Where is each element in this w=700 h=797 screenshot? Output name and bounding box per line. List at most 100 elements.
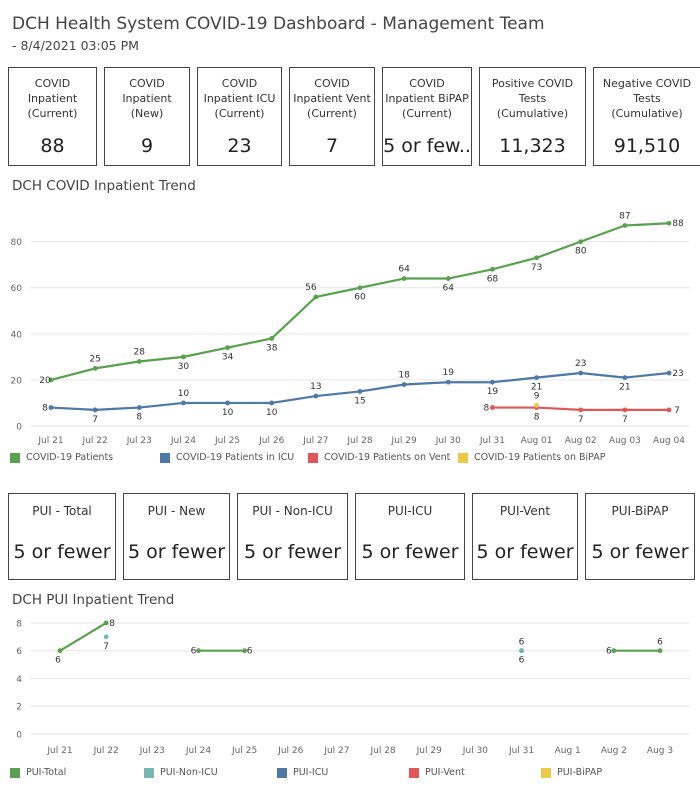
kpi-positive-tests[interactable]: Positive COVID Tests (Cumulative) 11,323 [479,67,586,166]
legend-item[interactable]: PUI-Non-ICU [144,767,218,778]
x-tick-label: Jul 31 [479,436,505,446]
kpi-negative-tests[interactable]: Negative COVID Tests (Cumulative) 91,510 [593,67,700,166]
legend-swatch [144,767,154,778]
x-tick-label: Jul 29 [391,436,417,446]
kpi-value: 5 or fewer [361,541,459,563]
data-label: 9 [534,391,540,401]
legend-label: PUI-BiPAP [557,767,603,778]
pui-trend-legend: PUI-Total PUI-Non-ICU PUI-ICU PUI-Vent P… [10,767,690,781]
data-label: 64 [398,265,410,275]
kpi-pui-total[interactable]: PUI - Total 5 or fewer [8,493,116,580]
kpi-value: 5 or few.. [383,135,471,157]
kpi-pui-icu[interactable]: PUI-ICU 5 or fewer [355,493,465,580]
data-point [269,400,275,406]
x-tick-label: Aug 02 [565,436,597,446]
data-label: 7 [578,415,584,425]
covid-kpi-row: COVID Inpatient (Current) 88 COVID Inpat… [8,67,700,166]
kpi-value: 11,323 [499,135,566,157]
data-point [534,375,539,381]
data-point [103,634,109,640]
legend-item[interactable]: COVID-19 Patients [10,452,113,463]
legend-swatch [541,767,551,778]
data-label: 87 [619,212,630,222]
data-point [92,407,98,413]
data-point [622,223,628,228]
x-tick-label: Jul 25 [214,436,240,446]
x-tick-label: Jul 26 [258,436,284,446]
inpatient-trend-chart[interactable]: 0 20 40 60 80 Jul 21 Jul 22 Jul 23 Jul 24 Jul 25 J… [0,198,700,448]
x-tick-label: Jul 26 [277,746,303,756]
y-tick-label: 20 [11,376,23,386]
data-point [401,276,407,281]
kpi-value: 23 [227,135,252,157]
data-label: 8 [109,619,115,629]
legend-item[interactable]: PUI-Total [10,767,66,778]
data-point [534,255,539,261]
kpi-inpatient-vent[interactable]: COVID Inpatient Vent (Current) 7 [289,67,375,166]
legend-item[interactable]: COVID-19 Patients in ICU [160,452,294,463]
page-title: DCH Health System COVID-19 Dashboard - M… [12,14,545,34]
data-label: 6 [657,638,663,648]
data-label: 64 [443,284,455,294]
x-tick-label: Aug 03 [609,436,641,446]
data-point [578,239,584,245]
x-tick-label: Jul 25 [231,746,257,756]
kpi-pui-new[interactable]: PUI - New 5 or fewer [123,493,230,580]
x-tick-label: Jul 30 [462,746,488,756]
data-point [225,400,230,406]
kpi-label: Negative COVID Tests (Cumulative) [602,77,692,120]
kpi-pui-bipap[interactable]: PUI-BiPAP 5 or fewer [585,493,695,580]
x-tick-label: Aug 01 [521,436,553,446]
legend-swatch [10,452,20,463]
data-point [666,220,672,226]
data-point [103,620,109,626]
x-tick-label: Jul 23 [139,746,165,756]
data-point [242,648,248,654]
legend-label: COVID-19 Patients in ICU [176,452,295,463]
data-label: 20 [39,376,51,386]
legend-item[interactable]: PUI-BiPAP [541,767,602,778]
legend-swatch [277,767,287,778]
legend-item[interactable]: COVID-19 Patients on Vent [308,452,450,463]
kpi-label: PUI - Non-ICU [252,504,333,518]
data-point [657,648,663,654]
data-label: 7 [103,642,109,652]
pui-trend-title: DCH PUI Inpatient Trend [12,592,175,608]
kpi-inpatient-icu[interactable]: COVID Inpatient ICU (Current) 23 [197,67,282,166]
kpi-value: 5 or fewer [243,541,342,563]
data-point [225,345,230,351]
kpi-inpatient-current[interactable]: COVID Inpatient (Current) 88 [8,67,97,166]
kpi-label: PUI-ICU [387,504,433,518]
data-label: 10 [178,389,190,399]
y-tick-label: 40 [11,330,23,340]
data-label: 23 [672,369,683,379]
data-point [666,370,672,376]
data-label: 6 [519,638,525,648]
kpi-pui-non-icu[interactable]: PUI - Non-ICU 5 or fewer [237,493,348,580]
data-point [611,648,617,654]
data-point [48,377,54,383]
pui-trend-chart[interactable]: 0 2 4 6 8 Jul 21 Jul 22 Jul 23 Jul 24 Jul 25 Jul 2… [0,612,700,762]
kpi-pui-vent[interactable]: PUI-Vent 5 or fewer [472,493,578,580]
data-point [578,407,584,413]
legend-item[interactable]: PUI-ICU [277,767,328,778]
data-point [136,359,142,364]
inpatient-trend-legend: COVID-19 Patients COVID-19 Patients in I… [10,452,690,466]
kpi-inpatient-bipap[interactable]: COVID Inpatient BiPAP (Current) 5 or few… [382,67,472,166]
data-label: 23 [575,359,586,369]
data-label: 19 [487,387,499,397]
data-label: 8 [42,404,48,414]
data-label: 6 [247,647,253,657]
legend-label: PUI-Non-ICU [160,767,218,778]
legend-item[interactable]: PUI-Vent [409,767,465,778]
data-label: 34 [222,353,234,363]
data-point [92,365,98,371]
y-tick-label: 80 [11,238,23,248]
data-label: 30 [178,362,190,372]
legend-item[interactable]: COVID-19 Patients on BiPAP [458,452,606,463]
y-tick-label: 2 [16,703,22,713]
y-tick-label: 6 [16,647,22,657]
x-tick-label: Jul 24 [185,746,211,756]
kpi-inpatient-new[interactable]: COVID Inpatient (New) 9 [104,67,190,166]
legend-label: COVID-19 Patients [26,452,114,463]
